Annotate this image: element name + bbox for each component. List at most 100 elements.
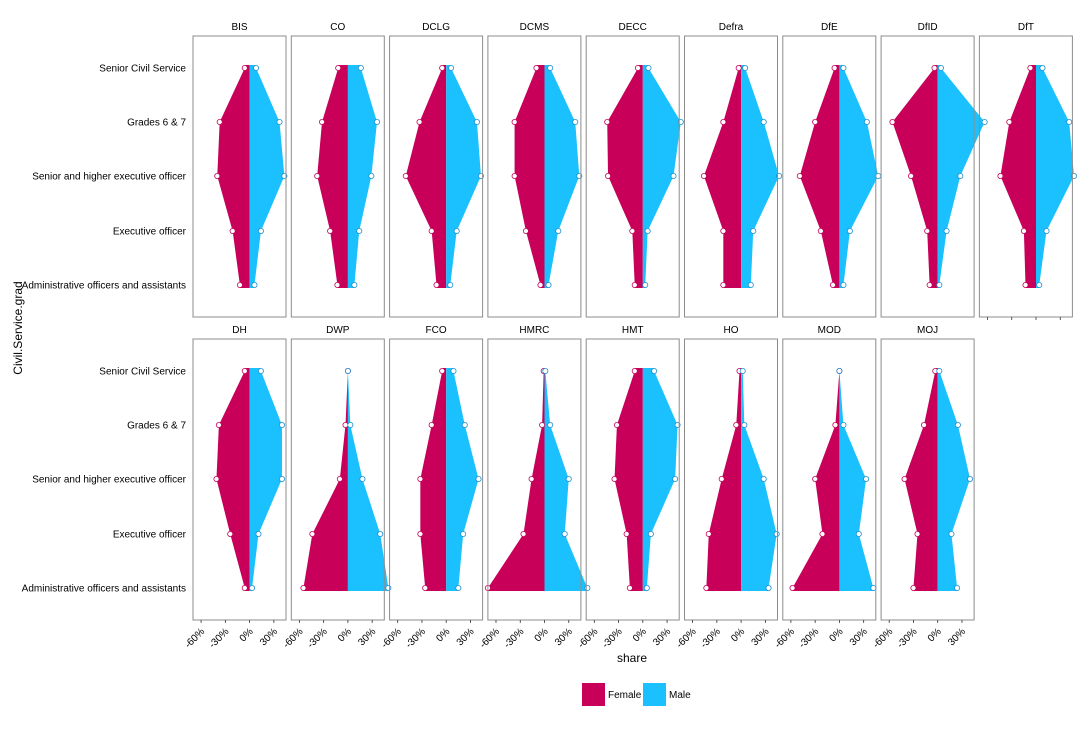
grade-label: Senior and higher executive officer [32,172,186,183]
male-point [981,119,988,126]
panel-border [585,338,680,621]
male-point [377,531,384,538]
male-point [351,281,358,288]
female-point [720,281,727,288]
panel-title: MOD [818,325,841,336]
male-point [670,172,677,179]
male-point [747,281,754,288]
female-area [514,65,545,288]
female-point [631,367,638,374]
x-tick-label: -60% [674,626,698,650]
male-point [455,585,462,592]
male-point [249,585,256,592]
female-point [511,119,518,126]
female-area [420,368,447,591]
female-point [910,585,917,592]
grade-label: Senior Civil Service [99,64,186,75]
panel-border [487,35,582,318]
female-area [487,368,545,591]
male-area [839,65,879,288]
x-tick-label: 30% [356,626,378,648]
panel-dfid: DfID [880,22,988,318]
female-point [631,281,638,288]
female-point [733,421,740,428]
male-point [257,367,264,374]
panel-title: DH [232,325,246,336]
panel-title: DfE [821,22,838,33]
panel-moj: MOJ [880,325,975,621]
x-tick-label: 0% [631,626,649,644]
male-point [760,475,767,482]
panel-dfe: DfE [782,22,882,318]
male-point [357,65,364,72]
male-point [368,172,375,179]
panel-border [684,338,778,621]
x-tick-label: -30% [895,626,919,650]
panel-border [290,35,385,318]
male-point [647,531,654,538]
x-tick-label: 0% [238,626,256,644]
female-point [626,585,633,592]
female-point [914,531,921,538]
grade-labels: Senior Civil Service Grades 6 & 7 Senior a… [22,64,187,595]
female-point [604,119,611,126]
female-point [829,281,836,288]
female-area [904,368,938,591]
male-point [742,65,749,72]
female-point [422,585,429,592]
male-point [642,281,649,288]
panel-border [880,338,975,621]
male-point [253,65,260,72]
male-area [544,65,580,288]
legend-swatch-male [643,683,666,706]
male-point [453,227,460,234]
male-point [561,531,568,538]
male-point [760,119,767,126]
panel-title: HO [724,325,739,336]
male-point [475,475,482,482]
x-tick-label: -60% [478,626,502,650]
female-point [537,281,544,288]
male-point [547,65,554,72]
female-point [924,227,931,234]
male-point [840,65,847,72]
female-point [796,172,803,179]
female-area [405,65,447,288]
male-point [846,227,853,234]
male-point [460,531,467,538]
male-point [344,367,351,374]
x-tick-label: 30% [848,626,870,648]
panel-title: DCMS [520,22,550,33]
grade-label: Senior and higher executive officer [32,475,186,486]
male-point [765,585,772,592]
male-point [542,367,549,374]
male-point [741,421,748,428]
x-tick-label: -60% [380,626,404,650]
panel-border [782,35,877,318]
male-point [870,585,877,592]
x-tick-label: 0% [533,626,551,644]
female-point [314,172,321,179]
x-tick-label: -60% [576,626,600,650]
panel-border [880,35,975,318]
male-point [936,367,943,374]
male-point [840,281,847,288]
x-tick-label: 30% [553,626,575,648]
panel-title: MOJ [917,325,938,336]
female-point [831,65,838,72]
male-point [936,281,943,288]
male-area [839,368,874,591]
panel-border [290,338,385,621]
panel-border [978,35,1073,318]
panel-mod: MOD [782,325,877,621]
grade-label: Administrative officers and assistants [22,584,186,595]
panel-title: DfT [1018,22,1034,33]
female-point [229,227,236,234]
male-point [954,585,961,592]
male-area [741,65,780,288]
male-point [863,475,870,482]
x-tick-label: 30% [750,626,772,648]
y-axis-title: Civil.Service.grad [11,281,25,374]
panel-dcms: DCMS [487,22,583,318]
